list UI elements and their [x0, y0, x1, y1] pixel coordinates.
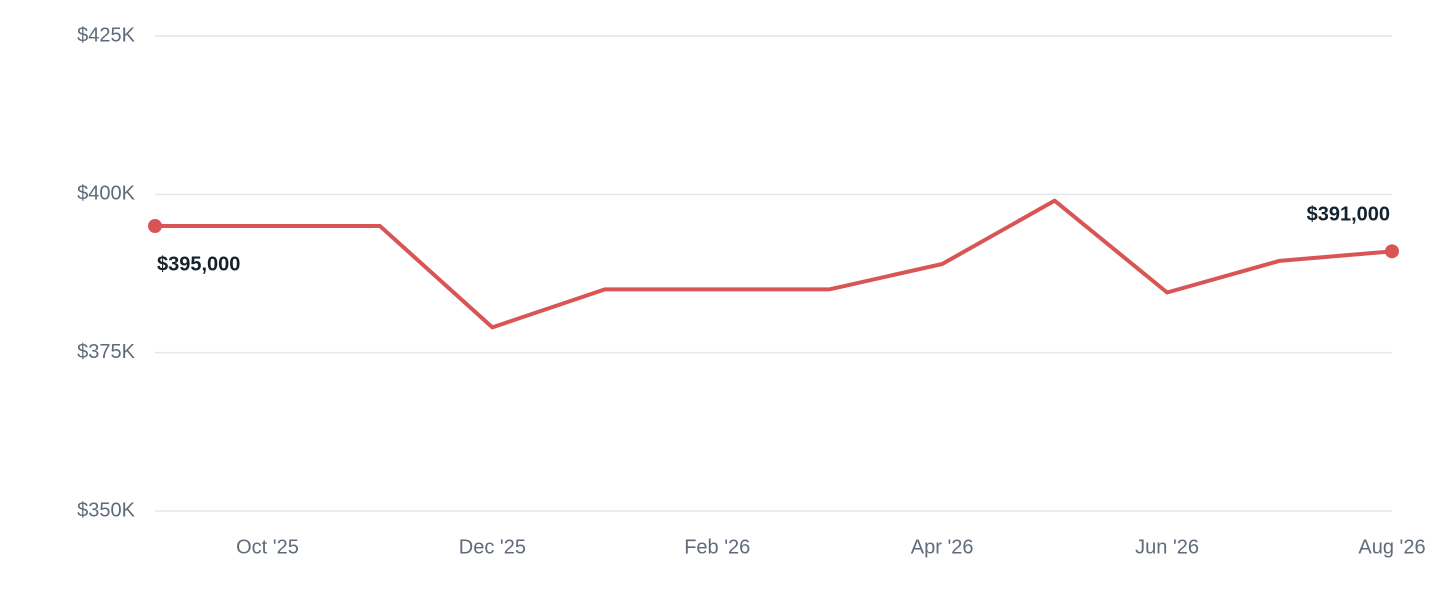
y-tick-label: $375K: [77, 341, 135, 363]
line: [155, 198, 1393, 330]
y-tick-label: $400K: [77, 183, 135, 205]
data-label: $395,000: [157, 253, 240, 275]
x-tick-label: Apr '26: [911, 536, 974, 558]
y-tick-label: $425K: [77, 24, 135, 46]
x-tick-label: Oct '25: [236, 536, 299, 558]
y-tick-label: $350K: [77, 499, 135, 521]
point: [1385, 244, 1399, 259]
point: [148, 219, 162, 233]
x-tick-label: Feb '26: [684, 536, 750, 558]
x-tick-label: Jun '26: [1135, 536, 1199, 558]
x-tick-label: Dec '25: [459, 536, 526, 558]
data-label: $391,000: [1307, 204, 1390, 226]
x-tick-label: Aug '26: [1358, 536, 1425, 558]
